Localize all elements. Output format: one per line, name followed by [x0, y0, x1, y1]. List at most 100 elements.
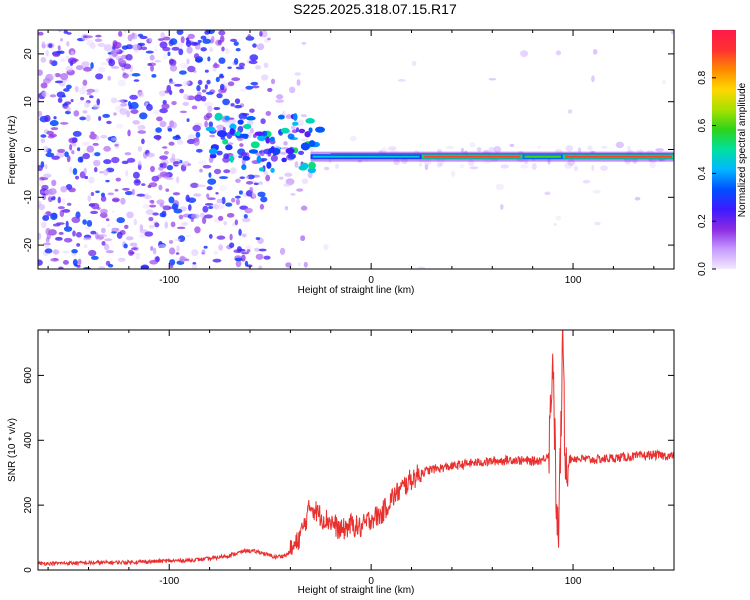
spectrogram-cell: [259, 203, 265, 210]
spectrogram-cell: [190, 41, 199, 46]
spectrogram-cell: [162, 205, 172, 211]
chart-title: S225.2025.318.07.15.R17: [293, 1, 457, 17]
spectrogram-cell: [81, 61, 90, 68]
spectrogram-cell: [296, 79, 301, 86]
spectrogram-cell: [296, 188, 304, 192]
spectrogram-cell: [205, 126, 215, 132]
spectrogram-cell: [63, 88, 70, 92]
spectrogram-cell: [290, 193, 296, 196]
spectrogram-cell: [190, 217, 194, 223]
spectrogram-cell: [159, 41, 168, 49]
spectrogram-cell: [249, 108, 255, 113]
spectrogram-cell: [44, 164, 48, 170]
spectrogram-cell: [137, 91, 145, 98]
spectrogram-cell: [531, 162, 537, 171]
spectrogram-cell: [255, 152, 265, 157]
spectrogram-cell: [82, 153, 91, 160]
spectrogram-cell: [242, 113, 250, 116]
snr-plot-area: [38, 330, 674, 570]
spectrogram-cell: [119, 59, 127, 64]
spectrogram-cell: [301, 41, 307, 45]
spectrogram-cell: [168, 196, 175, 204]
spectrogram-cell: [162, 146, 168, 149]
spectrogram-cell: [71, 150, 75, 155]
spectrogram-cell: [476, 147, 482, 152]
spectrogram-cell: [38, 165, 43, 172]
spectrogram-cell: [240, 251, 250, 255]
spectrogram-cell: [145, 50, 154, 54]
spectrogram-cell: [295, 127, 300, 133]
spectrogram-cell: [102, 113, 111, 118]
spectrogram-cell: [206, 186, 213, 191]
spectrogram-cell: [186, 46, 193, 54]
spectrogram-cell: [594, 221, 601, 226]
spectrogram-cell: [350, 135, 357, 142]
spectrogram-cell: [291, 129, 298, 134]
spectrogram-cell: [266, 161, 272, 169]
spectrogram-cell: [537, 145, 541, 149]
spectrogram-cell: [38, 204, 46, 211]
spectrogram-cell: [66, 155, 71, 163]
spectrogram-cell: [42, 194, 46, 201]
spectrogram-cell: [52, 257, 59, 261]
spectrogram-cell: [159, 155, 168, 160]
spectrogram-cell: [250, 81, 259, 86]
spectrogram-cell: [131, 188, 135, 196]
spectrogram-cell: [178, 48, 184, 56]
spectrogram-cell: [279, 151, 287, 155]
snr-line: [38, 330, 674, 567]
spectrogram-cell: [495, 183, 505, 191]
spectrogram-cell: [288, 86, 296, 94]
snr-series: [38, 330, 674, 567]
spectrogram-cell: [241, 233, 247, 238]
spectrogram-cell: [116, 231, 123, 239]
spectrogram-cell: [208, 206, 214, 210]
spectrogram-cell: [151, 175, 160, 182]
spectrogram-cell: [41, 184, 49, 190]
spectrogram-cell: [156, 116, 163, 122]
spectrogram-cell: [81, 85, 87, 89]
spectrogram-cell: [100, 62, 109, 66]
spectrogram-cell: [90, 230, 97, 235]
spectrogram-cell: [57, 196, 61, 204]
spectrogram-cell: [82, 237, 92, 241]
spectrogram-cell: [217, 39, 222, 45]
spectrogram-cell: [181, 221, 189, 227]
spectrogram-cell: [248, 149, 259, 154]
spectrogram-cell: [100, 134, 108, 139]
spectrogram-cell: [165, 188, 170, 192]
spectrogram-cell: [205, 193, 210, 199]
spectrogram-cell: [258, 181, 263, 185]
spectrogram-cell: [63, 226, 73, 232]
spectrogram-cell: [222, 138, 229, 145]
spectrogram-cell: [137, 146, 142, 152]
spectrogram-cell: [308, 127, 313, 133]
spectrogram-cell: [233, 57, 239, 65]
spectrogram-cell: [173, 83, 183, 87]
spectrogram-cell: [269, 136, 275, 142]
spectrogram-cell: [152, 247, 157, 255]
spectrogram-cell: [146, 103, 153, 111]
spectrogram-cell: [163, 150, 169, 155]
spectrogram-cell: [195, 131, 201, 138]
spectrogram-cell: [249, 186, 254, 192]
spectrogram-cell: [66, 106, 71, 112]
spectrogram-cell: [245, 245, 252, 250]
y-tick-label: 0: [23, 146, 34, 152]
spectrogram-cell: [103, 145, 111, 152]
spectrogram-cell: [234, 104, 243, 109]
spectrogram-cell: [123, 224, 129, 229]
spectrogram-cell: [258, 167, 265, 172]
spectrogram-cell: [175, 252, 180, 255]
spectrogram-cell: [553, 223, 557, 226]
spectrogram-cell: [290, 125, 296, 130]
spectrogram-cell: [235, 48, 241, 52]
spectrogram-cell: [213, 168, 222, 175]
spectrogram-cell: [110, 97, 118, 104]
spectrogram-cell: [204, 30, 210, 35]
spectrogram-cell: [48, 43, 53, 48]
spectrogram-cell: [141, 183, 146, 186]
spectrogram-cell: [178, 70, 187, 75]
spectrogram-cell: [90, 62, 94, 69]
spectrogram-cell: [144, 231, 154, 237]
